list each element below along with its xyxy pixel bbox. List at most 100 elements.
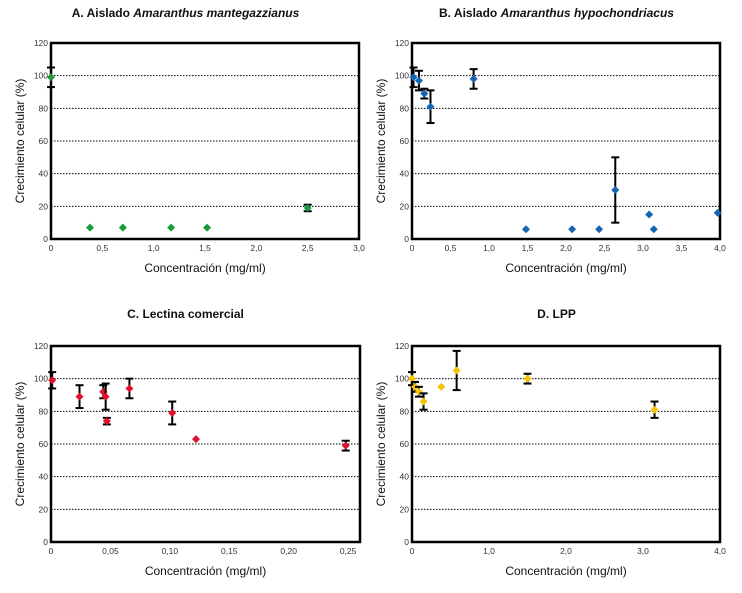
data-point (611, 186, 620, 194)
y-tick-label: 60 (39, 136, 49, 146)
x-tick-label: 1,0 (148, 243, 160, 253)
y-tick-label: 120 (34, 341, 48, 351)
x-axis-label: Concentración (mg/ml) (145, 564, 266, 578)
x-tick-label: 0,05 (102, 546, 119, 556)
y-tick-label: 120 (34, 38, 48, 48)
data-point (419, 397, 428, 406)
panel-b: B. Aislado Amaranthus hypochondriacus (371, 0, 742, 293)
data-point (47, 73, 55, 82)
y-axis-label: Crecimiento celular (%) (13, 382, 27, 507)
panel-d-title: D. LPP (371, 307, 742, 321)
x-tick-label: 2,0 (560, 546, 572, 556)
data-point (118, 223, 127, 232)
x-tick-label: 3,5 (676, 243, 688, 253)
y-tick-label: 100 (395, 71, 409, 81)
chart-d: 0 20 40 60 80 100 120 0 1,0 2,0 3,0 4,0 Concentració… (374, 341, 726, 578)
data-point (437, 382, 446, 391)
chart-a: 0 20 40 60 80 100 120 0 0,5 1,0 1,5 2,0 2,5 3,0 Concen… (13, 38, 365, 275)
x-tick-label: 0 (49, 243, 54, 253)
data-point (420, 89, 429, 98)
x-tick-label: 2,5 (302, 243, 314, 253)
data-point (203, 223, 212, 232)
x-tick-label: 1,0 (483, 243, 495, 253)
y-tick-label: 100 (34, 374, 48, 384)
y-tick-label: 100 (34, 71, 48, 81)
panel-c-title-prefix: C. Lectina comercial (127, 307, 244, 321)
x-axis-label: Concentración (mg/ml) (505, 261, 626, 275)
panel-b-title: B. Aislado Amaranthus hypochondriacus (371, 6, 742, 20)
x-tick-label: 1,5 (199, 243, 211, 253)
panel-c-title: C. Lectina comercial (0, 307, 371, 321)
panel-a-title: A. Aislado Amaranthus mantegazzianus (0, 6, 371, 20)
x-tick-label: 0,5 (96, 243, 108, 253)
y-tick-label: 80 (39, 103, 49, 113)
data-point (125, 384, 134, 393)
data-point (595, 225, 604, 234)
data-point (469, 74, 478, 83)
panel-c: C. Lectina comercial (0, 295, 371, 593)
data-point (303, 203, 312, 212)
y-tick-label: 60 (39, 439, 49, 449)
data-point (713, 208, 722, 217)
plot-frame (49, 344, 362, 544)
y-tick-label: 0 (43, 234, 48, 244)
data-point (101, 392, 110, 401)
y-tick-label: 40 (39, 472, 49, 482)
panel-b-title-prefix: B. Aislado (439, 6, 501, 20)
data-point (408, 374, 416, 383)
x-tick-label: 4,0 (714, 243, 726, 253)
panel-d: D. LPP (371, 295, 742, 593)
y-tick-label: 80 (400, 406, 410, 416)
data-point (168, 408, 177, 417)
y-tick-label: 100 (395, 374, 409, 384)
y-tick-label: 0 (404, 537, 409, 547)
x-tick-label: 2,0 (250, 243, 262, 253)
x-tick-label: 3,0 (637, 546, 649, 556)
x-tick-label: 2,5 (599, 243, 611, 253)
data-point (650, 405, 659, 414)
plot-frame (49, 41, 361, 241)
plot-frame (410, 41, 722, 241)
data-point (568, 225, 577, 234)
data-point (341, 441, 350, 450)
x-tick-label: 0,5 (445, 243, 457, 253)
data-point (521, 225, 530, 234)
x-tick-label: 1,5 (522, 243, 534, 253)
data-point (414, 76, 423, 85)
data-point (426, 102, 435, 111)
y-tick-label: 20 (400, 201, 410, 211)
data-point (452, 366, 461, 375)
y-tick-label: 40 (400, 169, 410, 179)
y-tick-label: 40 (400, 472, 410, 482)
y-tick-label: 20 (39, 504, 49, 514)
y-tick-label: 80 (400, 103, 410, 113)
x-tick-label: 0 (410, 243, 415, 253)
chart-c: 0 20 40 60 80 100 120 0 0,05 0,10 0,15 0,20 0,25 Conc… (13, 341, 362, 578)
x-tick-label: 2,0 (560, 243, 572, 253)
y-tick-label: 20 (39, 201, 49, 211)
x-tick-label: 3,0 (637, 243, 649, 253)
y-tick-label: 80 (39, 406, 49, 416)
y-tick-label: 120 (395, 38, 409, 48)
panel-a: A. Aislado Amaranthus mantegazzianus (0, 0, 371, 293)
data-point (102, 417, 111, 426)
data-point (48, 376, 57, 385)
x-axis-label: Concentración (mg/ml) (505, 564, 626, 578)
panel-b-title-species: Amaranthus hypochondriacus (500, 6, 674, 20)
x-tick-label: 0,20 (280, 546, 297, 556)
y-tick-label: 0 (404, 234, 409, 244)
data-point (167, 223, 176, 232)
chart-b: 0 20 40 60 80 100 120 0 0,5 1,0 1,5 2,0 2,5 3,0 3,5 4,0… (374, 38, 726, 275)
data-point (523, 374, 532, 383)
y-tick-label: 60 (400, 136, 410, 146)
data-point (649, 225, 658, 234)
data-point (191, 435, 200, 444)
x-tick-label: 1,0 (483, 546, 495, 556)
data-point (86, 223, 95, 232)
x-tick-label: 0,15 (221, 546, 238, 556)
x-tick-label: 0 (49, 546, 54, 556)
y-tick-label: 120 (395, 341, 409, 351)
y-axis-label: Crecimiento celular (%) (374, 382, 388, 507)
x-axis-label: Concentración (mg/ml) (144, 261, 265, 275)
y-tick-label: 20 (400, 504, 410, 514)
